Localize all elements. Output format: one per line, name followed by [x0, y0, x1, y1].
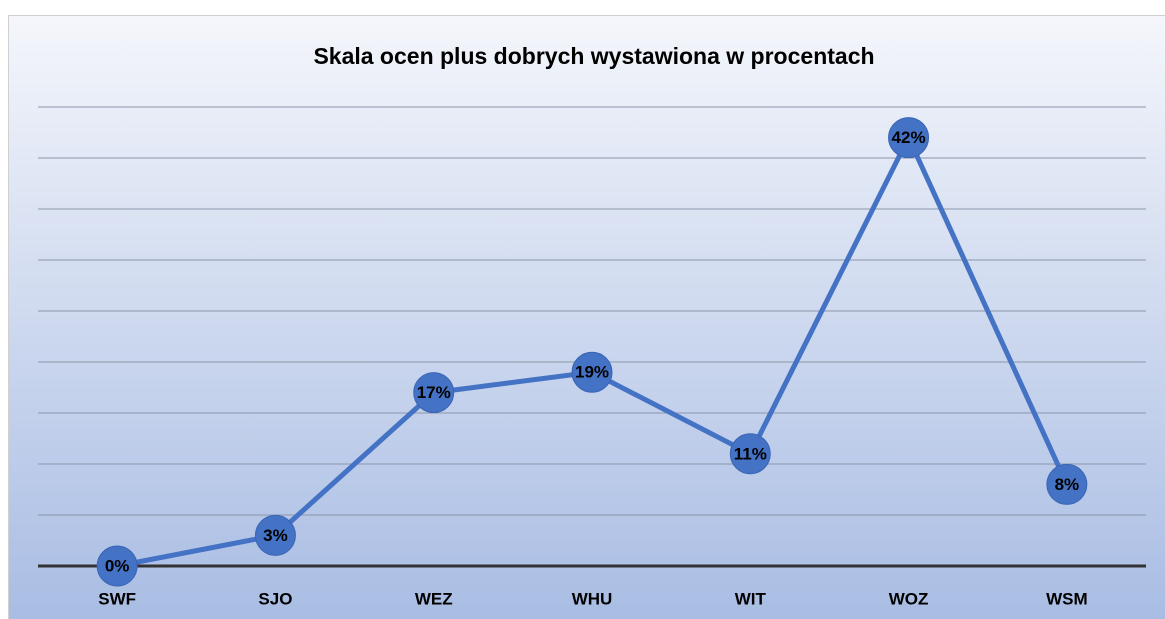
x-tick-label: WOZ [889, 589, 929, 608]
x-tick-label: WSM [1046, 589, 1088, 608]
data-label: 11% [734, 444, 767, 463]
x-tick-label: WIT [735, 589, 767, 608]
marker [413, 372, 455, 414]
data-label: 0% [105, 556, 130, 575]
x-tick-label: SWF [98, 589, 136, 608]
data-label: 42% [892, 128, 926, 147]
x-tick-label: SJO [258, 589, 292, 608]
data-label: 8% [1055, 475, 1080, 494]
x-tick-label: WEZ [415, 589, 453, 608]
chart-title: Skala ocen plus dobrych wystawiona w pro… [313, 43, 874, 69]
data-label: 19% [575, 363, 609, 382]
marker [888, 117, 930, 159]
data-label: 17% [417, 383, 451, 402]
marker [729, 433, 771, 475]
marker [96, 545, 138, 587]
marker [571, 351, 613, 393]
marker [254, 514, 296, 556]
x-tick-label: WHU [572, 589, 613, 608]
chart-area [8, 15, 1165, 619]
data-label: 3% [263, 526, 288, 545]
marker [1046, 463, 1088, 505]
